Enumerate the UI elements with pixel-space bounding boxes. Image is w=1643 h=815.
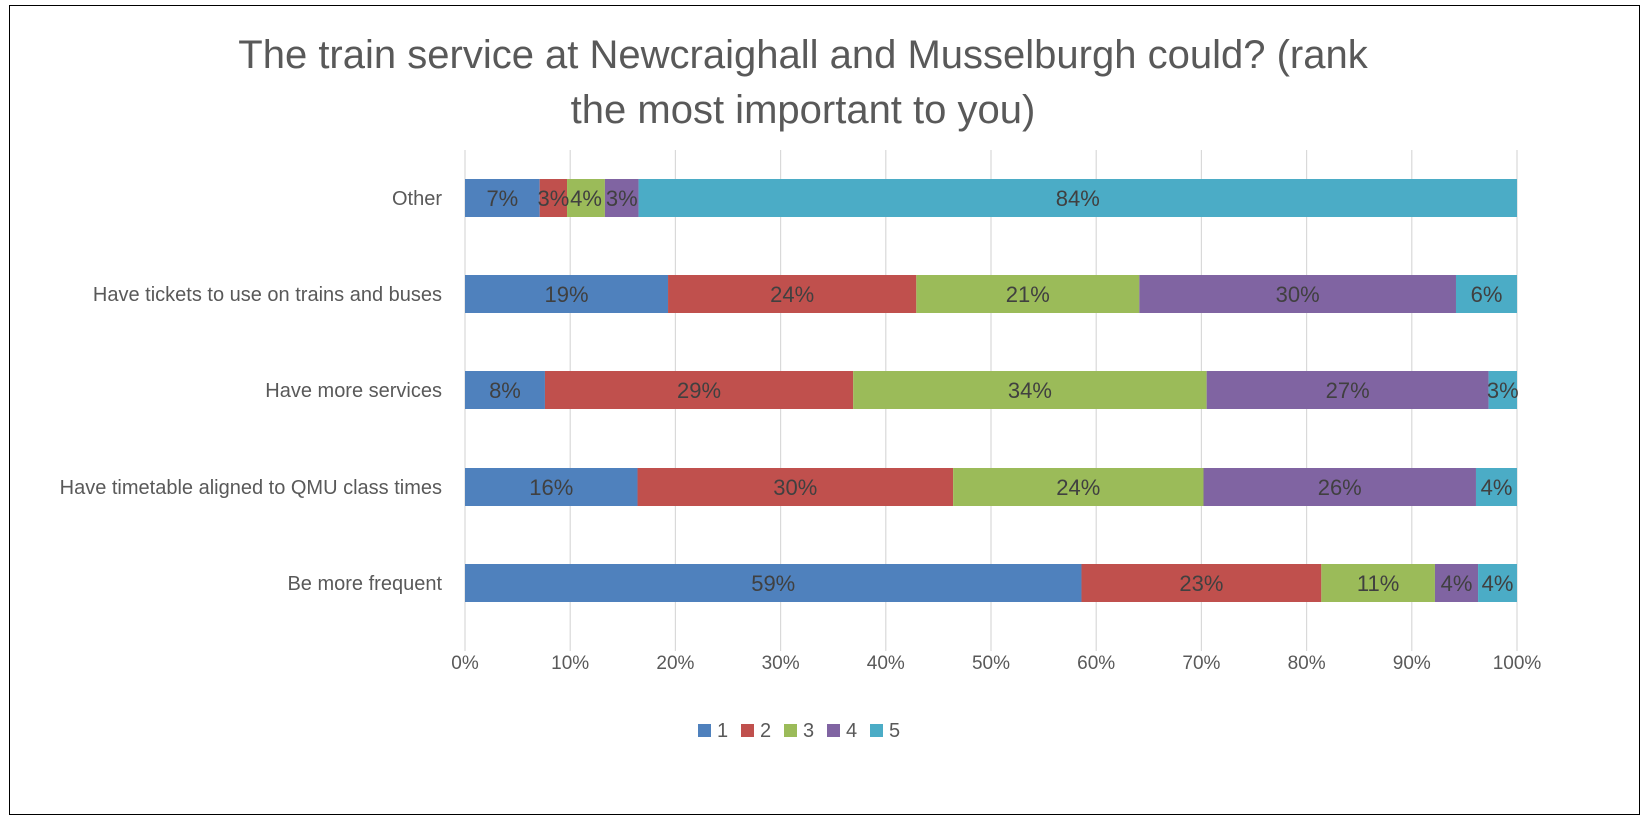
bar-series-5-row-3 [1475,468,1517,506]
bar-series-3-row-3 [953,468,1204,506]
x-tick-label-8: 80% [1288,653,1326,674]
data-label-series-4-row-1: 30% [1276,282,1320,307]
bar-series-1-row-3 [465,468,638,506]
legend: 1 2 3 4 5 [698,720,900,742]
data-label-series-3-row-2: 34% [1008,378,1052,403]
bar-series-5-row-4 [1478,564,1517,602]
legend-swatch-1 [698,724,711,737]
data-label-series-4-row-2: 27% [1326,378,1370,403]
bar-series-3-row-4 [1321,564,1435,602]
x-tick-label-9: 90% [1393,653,1431,674]
legend-label-2: 2 [760,720,771,742]
data-labels: 7% 3% 4% 3% 84%19% 24% 21% 30% 6%8% 29% 34% 27% 3%16… [486,186,1518,596]
legend-swatch-2 [741,724,754,737]
category-label-4: Be more frequent [287,573,442,595]
data-label-series-5-row-2: 3% [1487,378,1519,403]
category-labels: Other Have tickets to use on trains and b… [60,188,443,595]
bar-series-5-row-0 [638,179,1517,217]
bar-series-2-row-1 [668,275,917,313]
bar-series-2-row-2 [544,371,854,409]
category-label-2: Have more services [265,380,442,402]
data-label-series-5-row-1: 6% [1471,282,1503,307]
chart: The train service at Newcraighall and Mu… [60,33,1542,742]
data-label-series-2-row-3: 30% [773,475,817,500]
bar-series-1-row-1 [465,275,669,313]
x-tick-label-10: 100% [1493,653,1542,674]
legend-swatch-4 [827,724,840,737]
data-label-series-1-row-0: 7% [486,186,518,211]
data-label-series-1-row-3: 16% [529,475,573,500]
x-axis-ticks: 0% 10% 20% 30% 40% 50% 60% 70% 80% 90% 100% [451,653,1541,674]
legend-label-1: 1 [717,720,728,742]
data-label-series-2-row-2: 29% [677,378,721,403]
data-label-series-1-row-2: 8% [489,378,521,403]
bar-series-4-row-1 [1139,275,1456,313]
x-tick-label-5: 50% [972,653,1010,674]
x-tick-label-0: 0% [451,653,479,674]
data-label-series-4-row-4: 4% [1441,571,1473,596]
x-tick-label-2: 20% [656,653,694,674]
data-label-series-5-row-0: 84% [1056,186,1100,211]
chart-title-line-2: the most important to you) [571,88,1036,132]
data-label-series-3-row-4: 11% [1357,571,1399,596]
category-label-1: Have tickets to use on trains and buses [93,284,442,306]
bar-series-2-row-3 [637,468,954,506]
x-tick-label-6: 60% [1077,653,1115,674]
data-label-series-5-row-3: 4% [1481,475,1513,500]
bar-series-4-row-0 [604,179,639,217]
bar-series-1-row-4 [465,564,1082,602]
bar-series-5-row-1 [1455,275,1517,313]
legend-swatch-5 [870,724,883,737]
bar-series-4-row-4 [1434,564,1479,602]
data-label-series-4-row-3: 26% [1318,475,1362,500]
data-label-series-1-row-1: 19% [544,282,588,307]
bar-series-1-row-0 [465,179,540,217]
bar-series-2-row-4 [1081,564,1322,602]
x-tick-label-7: 70% [1182,653,1220,674]
chart-title: The train service at Newcraighall and Mu… [238,33,1368,132]
bar-series-2-row-0 [539,179,568,217]
bar-series-1-row-2 [465,371,545,409]
bar-series-3-row-1 [916,275,1140,313]
bar-series-3-row-0 [567,179,605,217]
legend-label-4: 4 [846,720,857,742]
data-label-series-1-row-4: 59% [751,571,795,596]
data-label-series-2-row-1: 24% [770,282,814,307]
bar-series-3-row-2 [853,371,1207,409]
data-label-series-3-row-1: 21% [1006,282,1050,307]
data-label-series-2-row-4: 23% [1179,571,1223,596]
chart-frame: The train service at Newcraighall and Mu… [9,5,1640,815]
data-label-series-4-row-0: 3% [606,186,638,211]
bar-series-4-row-2 [1206,371,1489,409]
x-tick-label-4: 40% [867,653,905,674]
bar-series-5-row-2 [1488,371,1517,409]
data-label-series-2-row-0: 3% [537,186,569,211]
category-label-0: Other [392,188,442,210]
bar-series-4-row-3 [1203,468,1476,506]
legend-label-3: 3 [803,720,814,742]
x-tick-label-1: 10% [551,653,589,674]
chart-title-line-1: The train service at Newcraighall and Mu… [238,33,1368,77]
legend-label-5: 5 [889,720,900,742]
category-label-3: Have timetable aligned to QMU class time… [60,477,442,499]
data-label-series-5-row-4: 4% [1482,571,1514,596]
bars [465,179,1517,602]
legend-swatch-3 [784,724,797,737]
x-tick-label-3: 30% [762,653,800,674]
data-label-series-3-row-3: 24% [1056,475,1100,500]
data-label-series-3-row-0: 4% [570,186,602,211]
